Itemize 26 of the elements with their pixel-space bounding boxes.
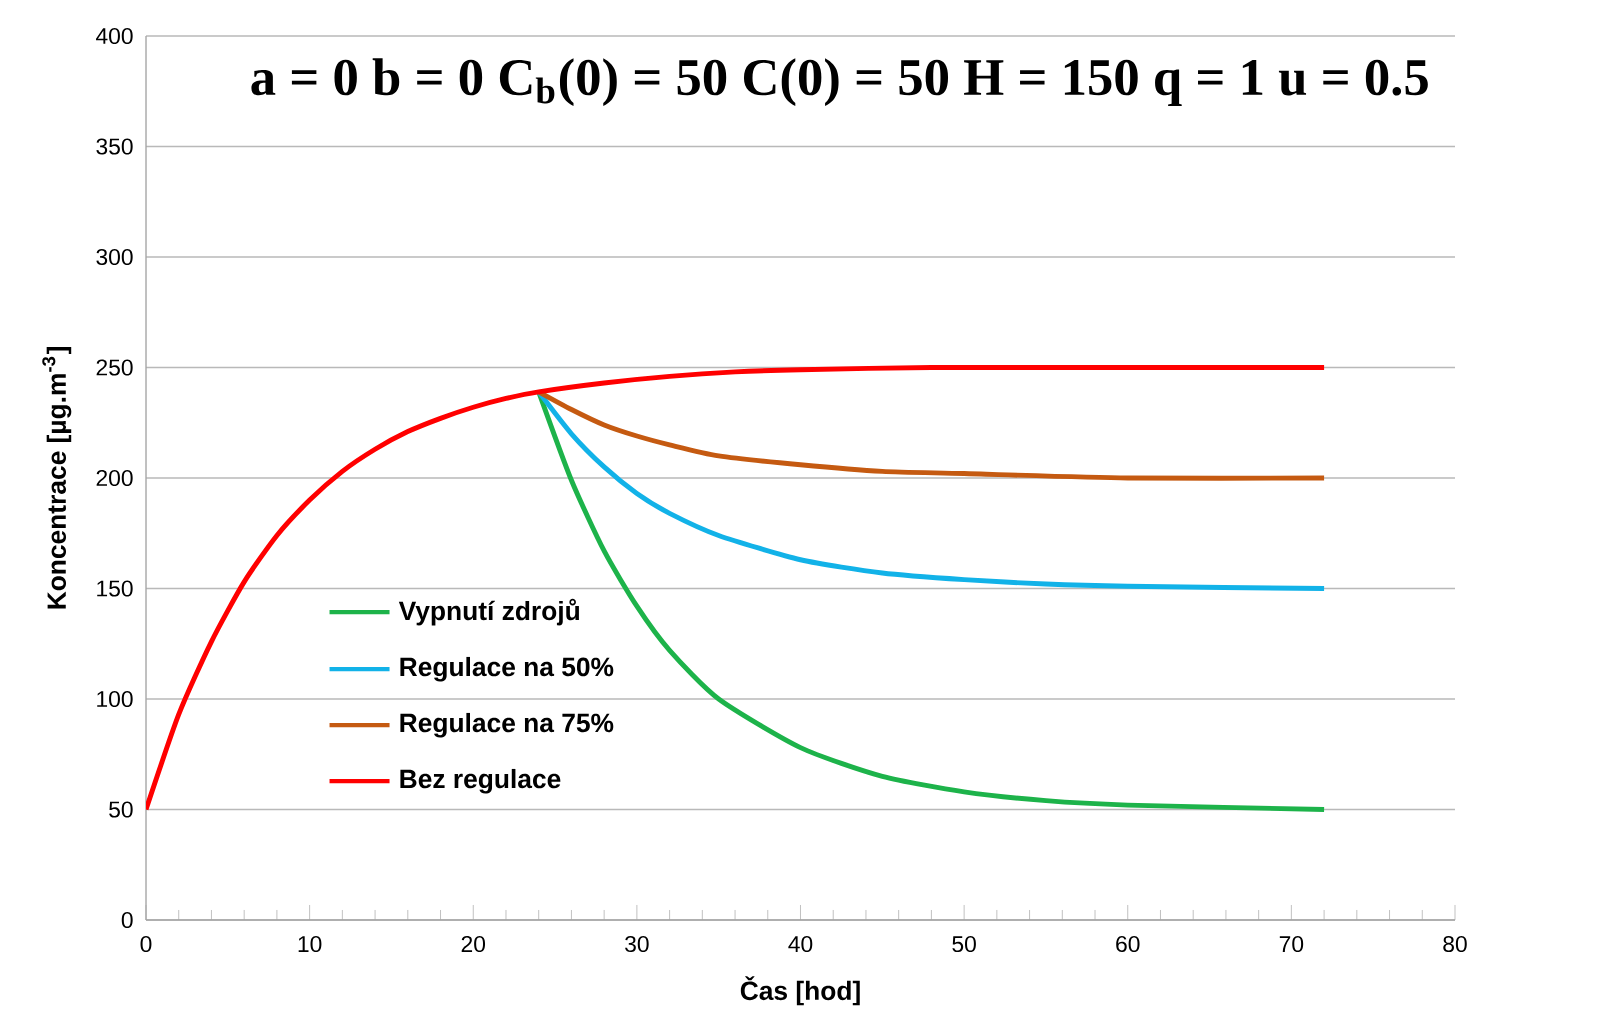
x-tick-label: 80 (1443, 935, 1467, 953)
y-tick-label: 200 (96, 469, 133, 487)
legend-label: Bez regulace (400, 768, 561, 794)
x-tick-label: 20 (461, 935, 486, 953)
y-tick-label: 250 (96, 359, 133, 376)
y-tick-label: 0 (121, 911, 133, 929)
y-tick-label: 350 (96, 138, 133, 155)
y-tick-label: 50 (109, 801, 133, 818)
y-tick-label: 300 (96, 248, 133, 266)
y-tick-label: 400 (96, 27, 133, 45)
x-tick-label: 0 (140, 935, 152, 953)
x-tick-label: 40 (788, 935, 813, 953)
chart-title: a = 0 b = 0 C$_{b}$(0) = 50 C(0) = 50 H = 150 q = 1 u = 0.5 (251, 58, 1428, 107)
line-series (146, 364, 1327, 812)
x-tick-label: 10 (298, 935, 322, 953)
y-tick-label: 150 (97, 580, 133, 597)
x-tick-label: 50 (952, 935, 976, 953)
legend-label: Regulace na 50% (400, 656, 614, 682)
x-tick-label: 60 (1116, 935, 1140, 953)
x-tick-label: 30 (625, 935, 649, 953)
legend-label: Regulace na 75% (400, 712, 614, 738)
x-axis-title: Čas [hod] (740, 976, 860, 1006)
x-tick-label: 70 (1279, 935, 1304, 953)
y-axis-title: Koncentrace [µg.m$^{-3}$] (42, 347, 72, 609)
y-tick-label: 100 (97, 690, 133, 708)
legend-label: Vypnutí zdrojů (398, 598, 579, 626)
